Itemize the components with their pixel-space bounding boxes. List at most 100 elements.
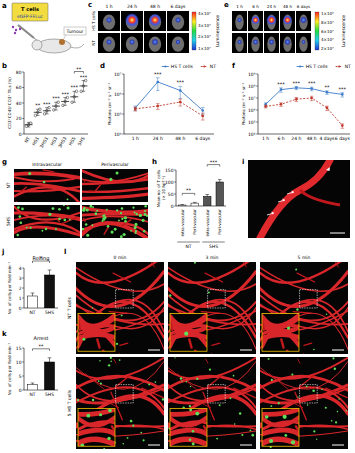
vessel xyxy=(170,321,172,330)
luminescence xyxy=(175,17,181,23)
inset xyxy=(78,409,115,447)
y-tick-label: 10⁶ xyxy=(248,108,256,113)
t-cell xyxy=(287,326,290,329)
significance: ** xyxy=(39,343,45,349)
y-tick xyxy=(122,94,124,95)
y-tick xyxy=(256,86,258,87)
y-axis-label: Mean no. of T cells (× 20 hpf⁻¹) xyxy=(156,169,166,208)
y-tick-label: 0 xyxy=(19,388,22,393)
t-cell xyxy=(325,407,327,409)
t-cell xyxy=(109,178,112,181)
bar xyxy=(44,362,54,390)
error-bar xyxy=(218,180,222,182)
t-cell xyxy=(55,228,57,230)
vessel xyxy=(204,354,212,355)
data-point xyxy=(201,109,204,112)
error-bar xyxy=(82,81,86,92)
y-tick-label: 10⁷ xyxy=(248,96,256,101)
error-bar xyxy=(325,91,329,95)
mouse-head xyxy=(32,40,42,50)
x-axis xyxy=(124,134,214,135)
bar xyxy=(216,182,224,206)
scale-bar xyxy=(332,445,344,446)
y-tick-label: 60 xyxy=(16,85,22,90)
error-bar xyxy=(295,87,299,90)
t-cell xyxy=(124,216,127,219)
tumour-pointer xyxy=(63,35,66,40)
x-tick-label: 3HS3 xyxy=(57,136,67,149)
y-tick xyxy=(22,103,24,104)
legend-label: HS T cells xyxy=(306,64,329,69)
bar xyxy=(27,384,37,390)
vessel xyxy=(14,227,80,235)
significance: *** xyxy=(52,95,60,101)
significance-bracket xyxy=(33,349,50,351)
t-cell xyxy=(174,357,175,358)
y-tick xyxy=(22,362,24,363)
data-point xyxy=(310,87,313,90)
y-tick xyxy=(256,134,258,135)
arrowhead xyxy=(326,167,330,171)
t-cell xyxy=(99,360,101,362)
x-tick-label: 3HS1 xyxy=(39,136,49,149)
t-cell xyxy=(80,444,84,447)
micrograph xyxy=(14,205,80,238)
t-cell xyxy=(119,359,121,361)
vessel xyxy=(14,187,80,202)
t-cell xyxy=(250,430,252,432)
chart-dot: 020406080CD3⁺CD45⁺CD3⁺ TILs (%)NTHS13HS1… xyxy=(7,66,88,149)
t-cell xyxy=(92,307,94,309)
scale-bar xyxy=(332,350,344,351)
error-bar xyxy=(54,102,58,110)
t-cell xyxy=(241,434,243,436)
t-cell xyxy=(251,434,254,437)
significance: ** xyxy=(76,66,82,72)
error-bar xyxy=(45,108,49,114)
y-tick xyxy=(174,182,176,183)
t-cell xyxy=(17,234,19,236)
t-cell xyxy=(48,213,51,216)
y-tick xyxy=(22,87,24,88)
vessel xyxy=(82,223,148,238)
t-cell xyxy=(118,220,120,222)
t-cell xyxy=(194,262,196,264)
legend-swatch xyxy=(336,66,343,67)
significance-bracket xyxy=(33,261,50,263)
y-tick-label: 100 xyxy=(165,180,174,185)
t-cell xyxy=(108,364,110,366)
y-tick-label: 50 xyxy=(168,192,174,197)
label: 3 min xyxy=(206,255,219,260)
colorbar xyxy=(192,12,196,50)
vessel xyxy=(260,387,348,408)
x-tick-label: 6 h xyxy=(277,136,284,141)
y-axis-label: CD3⁺CD45⁺CD3⁺ TILs (%) xyxy=(7,77,12,129)
y-tick-label: 4 xyxy=(19,266,22,271)
panel-label: d xyxy=(100,62,105,70)
chart-line: 10⁴10⁵10⁶10⁷10⁸10⁹Photons cm⁻² s⁻¹ sr⁻¹1… xyxy=(241,64,351,141)
label: 5HS xyxy=(6,217,11,226)
t-cell xyxy=(85,223,88,226)
error-bar xyxy=(205,194,209,196)
panel-label: a xyxy=(2,2,7,10)
t-cell xyxy=(96,210,98,212)
panel-label: e xyxy=(224,1,229,9)
error-bar xyxy=(295,98,299,102)
y-tick xyxy=(22,118,24,119)
significance-bracket xyxy=(74,72,83,74)
significance: *** xyxy=(210,159,218,165)
vessel xyxy=(84,218,85,221)
x-tick-label: 24 h xyxy=(153,136,163,141)
vessel xyxy=(120,343,128,345)
t-cell xyxy=(134,223,137,226)
y-tick xyxy=(122,74,124,75)
legend-label: HS T cells xyxy=(171,64,194,69)
image-cell xyxy=(98,33,120,53)
t-cell xyxy=(184,332,188,336)
t-cell xyxy=(95,212,98,215)
cell-dot xyxy=(14,32,16,34)
image-cell xyxy=(98,11,120,31)
error-bar xyxy=(178,99,182,106)
t-cell xyxy=(233,375,235,377)
colorbar-tick: 4×10⁷ xyxy=(198,11,211,16)
t-cell xyxy=(144,205,147,208)
